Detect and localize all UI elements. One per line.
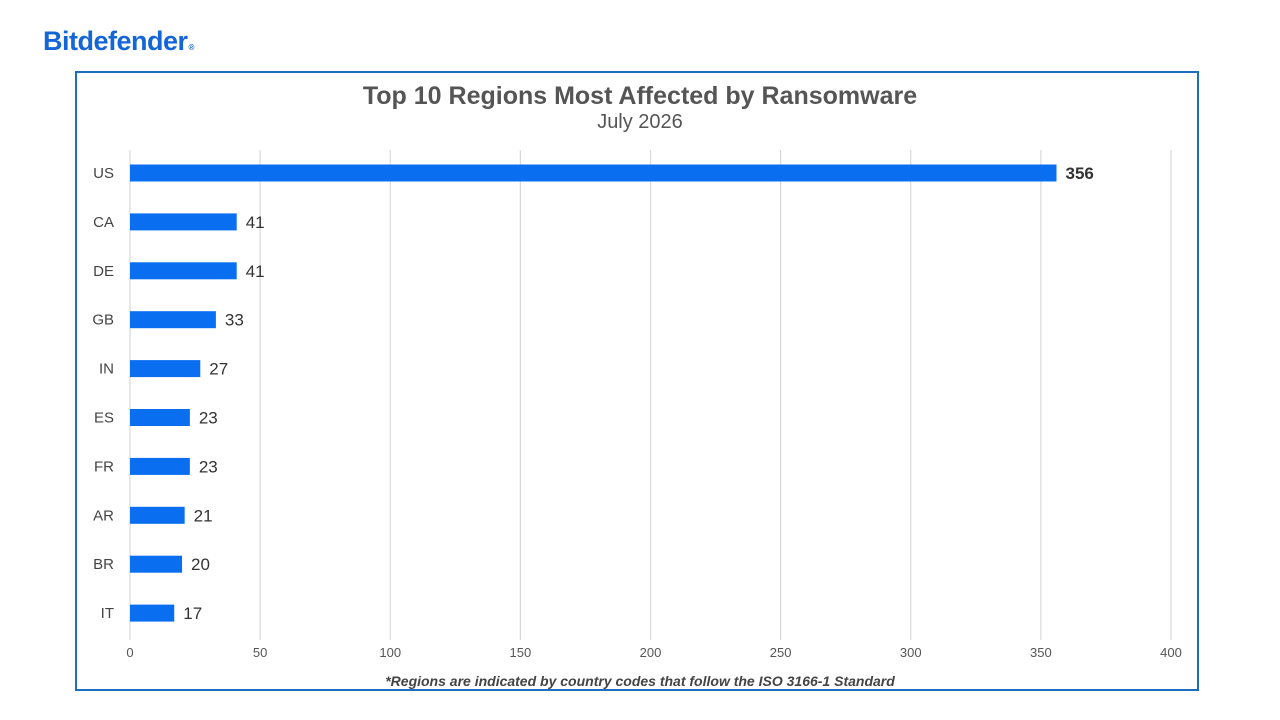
y-category-label: IN [99, 361, 114, 378]
chart-frame [75, 71, 1199, 691]
y-category-label: GB [92, 312, 114, 329]
x-tick-label: 100 [379, 645, 401, 660]
chart-footnote: *Regions are indicated by country codes … [385, 673, 895, 689]
chart-title: Top 10 Regions Most Affected by Ransomwa… [362, 82, 918, 110]
y-category-label: IT [101, 605, 114, 622]
data-label: 20 [191, 555, 210, 574]
y-category-label: BR [93, 556, 114, 573]
x-tick-label: 50 [253, 645, 267, 660]
data-label: 23 [199, 457, 218, 476]
y-category-label: ES [94, 410, 114, 427]
x-tick-label: 150 [510, 645, 532, 660]
data-label: 356 [1065, 164, 1093, 183]
chart-subtitle: July 2026 [597, 111, 683, 133]
bar [130, 164, 1057, 182]
data-label: 41 [246, 213, 265, 232]
x-tick-label: 250 [770, 645, 792, 660]
brand-name: Bitdefender [43, 26, 188, 56]
data-label: 27 [209, 360, 228, 379]
x-tick-label: 400 [1160, 645, 1182, 660]
y-category-label: DE [93, 263, 114, 280]
data-label: 41 [246, 262, 265, 281]
bar [130, 360, 201, 378]
bar [130, 409, 190, 426]
y-category-label: CA [93, 214, 114, 231]
bar [130, 457, 190, 475]
bar [130, 311, 216, 329]
y-category-label: US [93, 165, 114, 182]
x-tick-label: 200 [640, 645, 662, 660]
data-label: 23 [199, 409, 218, 428]
y-category-label: FR [94, 458, 114, 475]
data-label: 17 [183, 604, 202, 623]
y-category-label: AR [93, 507, 114, 524]
bitdefender-logo: Bitdefender® [43, 26, 194, 57]
registered-mark: ® [188, 43, 195, 52]
x-tick-label: 0 [126, 645, 133, 660]
x-tick-label: 300 [900, 645, 922, 660]
bar [130, 213, 237, 231]
x-tick-label: 350 [1030, 645, 1052, 660]
bar [130, 604, 175, 622]
bar [130, 506, 185, 524]
data-label: 33 [225, 311, 244, 330]
data-label: 21 [194, 506, 213, 525]
bar [130, 555, 183, 573]
bar [130, 262, 237, 280]
